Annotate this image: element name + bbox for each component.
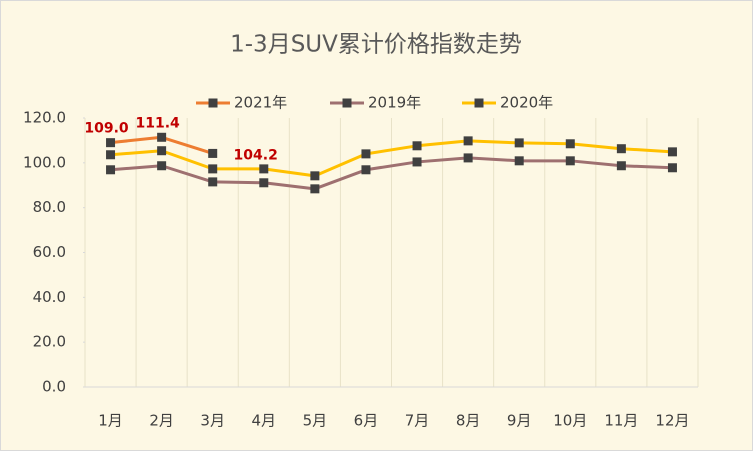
series-line [110, 139, 673, 178]
x-tick-label: 4月 [252, 412, 277, 430]
point-marker [361, 165, 371, 175]
point-marker [106, 138, 116, 148]
point-marker [259, 178, 269, 188]
y-tick-label: 20.0 [33, 333, 66, 351]
point-marker [106, 165, 116, 175]
point-marker [310, 171, 320, 181]
x-tick-label: 6月 [354, 412, 379, 430]
legend-marker [474, 98, 484, 108]
point-marker [667, 163, 677, 173]
y-tick-label: 120.0 [23, 109, 66, 127]
point-marker [565, 139, 575, 149]
point-marker [616, 144, 626, 154]
point-marker [412, 157, 422, 167]
y-tick-label: 40.0 [33, 288, 66, 306]
data-label: 111.4 [135, 115, 180, 131]
x-tick-label: 7月 [405, 412, 430, 430]
point-marker [361, 149, 371, 159]
x-tick-label: 9月 [507, 412, 532, 430]
point-marker [616, 161, 626, 171]
x-tick-label: 11月 [604, 412, 638, 430]
x-tick-label: 12月 [655, 412, 689, 430]
point-marker [463, 136, 473, 146]
point-marker [157, 146, 167, 156]
point-marker [667, 147, 677, 157]
y-tick-label: 60.0 [33, 243, 66, 261]
x-tick-label: 1月 [98, 412, 123, 430]
point-marker [208, 177, 218, 187]
point-marker [310, 184, 320, 194]
point-marker [259, 164, 269, 174]
legend-marker [342, 98, 352, 108]
legend-label: 2019年 [368, 94, 421, 112]
x-tick-label: 10月 [553, 412, 587, 430]
data-label: 104.2 [234, 147, 278, 163]
point-marker [106, 150, 116, 160]
x-tick-label: 8月 [456, 412, 481, 430]
point-marker [514, 156, 524, 166]
x-tick-label: 2月 [149, 412, 174, 430]
legend-label: 2020年 [500, 94, 553, 112]
point-marker [208, 164, 218, 174]
chart-title: 1-3月SUV累计价格指数走势 [230, 32, 522, 58]
y-tick-label: 0.0 [42, 378, 66, 396]
y-tick-label: 100.0 [23, 153, 66, 171]
point-marker [157, 161, 167, 171]
point-marker [412, 141, 422, 151]
point-marker [565, 156, 575, 166]
legend-label: 2021年 [234, 94, 287, 112]
legend-marker [208, 98, 218, 108]
x-tick-label: 3月 [200, 412, 225, 430]
x-tick-label: 5月 [303, 412, 328, 430]
point-marker [463, 153, 473, 163]
y-tick-label: 80.0 [33, 198, 66, 216]
series-line [110, 156, 673, 191]
point-marker [157, 132, 167, 142]
data-label: 109.0 [84, 121, 129, 137]
point-marker [514, 138, 524, 148]
point-marker [208, 148, 218, 158]
